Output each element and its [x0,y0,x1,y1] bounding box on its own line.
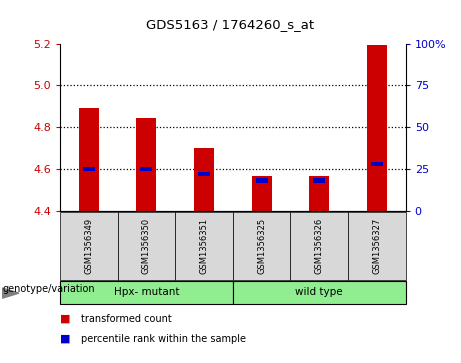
Text: GSM1356326: GSM1356326 [315,218,324,274]
Bar [140,167,153,171]
Bar [79,108,99,211]
Text: GSM1356327: GSM1356327 [372,218,381,274]
Bar [313,178,325,183]
Bar [309,176,329,211]
Bar [371,162,383,166]
Bar [367,45,387,211]
Text: ■: ■ [60,334,71,344]
Bar [252,176,272,211]
Text: genotype/variation: genotype/variation [2,284,95,294]
Bar [194,148,214,211]
Text: GSM1356351: GSM1356351 [200,218,208,274]
Text: GSM1356325: GSM1356325 [257,218,266,274]
Text: ■: ■ [60,314,71,324]
Text: wild type: wild type [296,287,343,297]
Text: GSM1356349: GSM1356349 [84,218,93,274]
Bar [255,178,268,183]
Text: percentile rank within the sample: percentile rank within the sample [81,334,246,344]
Polygon shape [2,288,19,298]
Text: GSM1356350: GSM1356350 [142,218,151,274]
Text: GDS5163 / 1764260_s_at: GDS5163 / 1764260_s_at [147,18,314,31]
Bar [83,167,95,171]
Bar [136,118,156,211]
Text: Hpx- mutant: Hpx- mutant [113,287,179,297]
Bar [198,172,210,176]
Text: transformed count: transformed count [81,314,171,324]
